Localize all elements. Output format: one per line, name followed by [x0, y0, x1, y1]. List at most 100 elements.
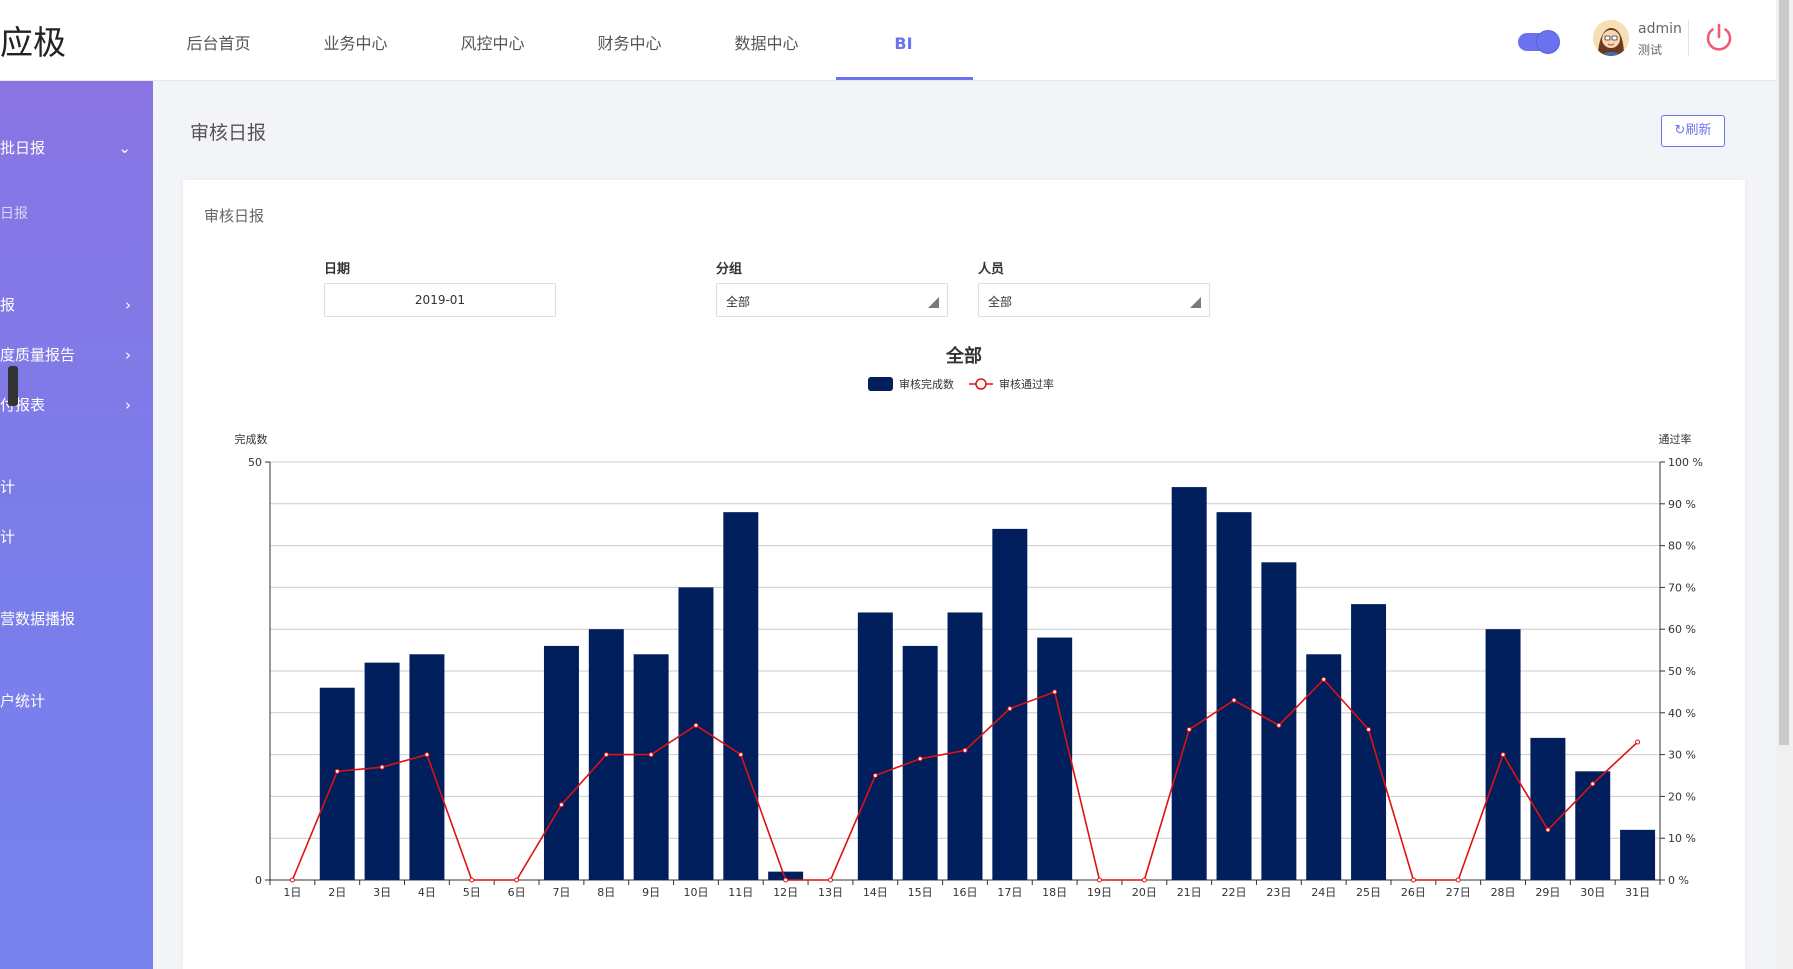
legend-bar-swatch	[868, 377, 893, 391]
bar-completed	[1261, 562, 1297, 880]
sidebar-item-label: 报	[0, 296, 16, 314]
point-pass-rate	[648, 752, 654, 758]
app-logo[interactable]: 应极	[0, 23, 66, 62]
bar-completed	[319, 687, 355, 880]
person-select[interactable]: 全部	[978, 283, 1210, 317]
chevron-right-icon: ›	[125, 346, 131, 364]
page-scrollbar[interactable]	[1776, 0, 1793, 969]
legend-line-marker	[975, 378, 987, 390]
theme-toggle[interactable]	[1518, 30, 1560, 54]
y2-tick-label: 30 %	[1668, 749, 1696, 762]
sidebar-item-payment-report[interactable]: 付报表 ›	[0, 390, 153, 420]
sidebar-item-stats-2[interactable]: 计	[0, 528, 16, 546]
bar-completed	[768, 871, 804, 880]
point-pass-rate	[1321, 676, 1327, 682]
point-pass-rate	[603, 752, 609, 758]
report-card: 审核日报 日期 2019-01 分组 全部 人员 全部 全部 审核完成数 审核通过率…	[183, 180, 1745, 969]
dropdown-arrow-icon	[928, 297, 939, 308]
avatar-image	[1593, 20, 1629, 56]
x-tick-label: 7日	[552, 886, 570, 899]
sidebar-item-quality-report[interactable]: 度质量报告 ›	[0, 340, 153, 370]
y2-tick-label: 10 %	[1668, 832, 1696, 845]
x-tick-label: 11日	[728, 886, 753, 899]
point-pass-rate	[469, 877, 475, 883]
sidebar: 批日报 ⌄ 日报 报 › 度质量报告 › 付报表 › 计 计 营数据播报 户统计	[0, 81, 153, 969]
point-pass-rate	[1231, 697, 1237, 703]
nav-risk-center[interactable]: 风控中心	[460, 34, 525, 53]
x-tick-label: 8日	[597, 886, 615, 899]
x-tick-label: 31日	[1625, 886, 1650, 899]
scrollbar-thumb[interactable]	[1779, 0, 1789, 745]
user-name[interactable]: admin	[1638, 21, 1682, 37]
point-pass-rate	[738, 752, 744, 758]
sidebar-item-report[interactable]: 报 ›	[0, 290, 153, 320]
point-pass-rate	[558, 802, 564, 808]
y2-tick-label: 100 %	[1668, 456, 1703, 469]
bar-completed	[1620, 829, 1656, 880]
y2-tick-label: 80 %	[1668, 540, 1696, 553]
point-pass-rate	[1500, 752, 1506, 758]
nav-finance-center[interactable]: 财务中心	[597, 34, 662, 53]
x-tick-label: 23日	[1266, 886, 1291, 899]
point-pass-rate	[1097, 877, 1103, 883]
bar-completed	[723, 512, 759, 880]
sidebar-item-label: 付报表	[0, 396, 46, 414]
refresh-button[interactable]: ↻刷新	[1661, 115, 1725, 147]
page-title: 审核日报	[190, 122, 267, 144]
legend-label: 审核完成数	[899, 377, 954, 391]
toggle-knob[interactable]	[1536, 30, 1560, 54]
bar-completed	[1575, 771, 1611, 880]
user-avatar[interactable]	[1593, 20, 1629, 56]
x-tick-label: 19日	[1087, 886, 1112, 899]
y2-tick-label: 90 %	[1668, 498, 1696, 511]
point-pass-rate	[962, 747, 968, 753]
bar-completed	[633, 654, 669, 880]
bar-completed	[947, 612, 983, 880]
point-pass-rate	[693, 722, 699, 728]
date-picker[interactable]: 2019-01	[324, 283, 556, 317]
card-title: 审核日报	[204, 207, 265, 225]
sidebar-item-ops-broadcast[interactable]: 营数据播报	[0, 610, 76, 628]
x-tick-label: 6日	[508, 886, 526, 899]
y2-tick-label: 70 %	[1668, 581, 1696, 594]
nav-data-center[interactable]: 数据中心	[734, 34, 799, 53]
group-select-value: 全部	[726, 295, 751, 309]
refresh-icon: ↻	[1674, 123, 1686, 138]
nav-bi[interactable]: BI	[894, 34, 913, 53]
point-pass-rate	[1186, 727, 1192, 733]
y2-axis-name: 通过率	[1659, 432, 1692, 446]
point-pass-rate	[1366, 727, 1372, 733]
x-tick-label: 4日	[418, 886, 436, 899]
bar-completed	[1037, 637, 1073, 880]
nav-home[interactable]: 后台首页	[186, 34, 251, 53]
y2-tick-label: 50 %	[1668, 665, 1696, 678]
group-select[interactable]: 全部	[716, 283, 948, 317]
refresh-label: 刷新	[1685, 123, 1712, 138]
x-tick-label: 24日	[1311, 886, 1336, 899]
point-pass-rate	[1455, 877, 1461, 883]
sidebar-item-label: 度质量报告	[0, 346, 76, 364]
bar-completed	[1306, 654, 1342, 880]
sidebar-subitem-daily[interactable]: 日报	[0, 206, 28, 222]
point-pass-rate	[514, 877, 520, 883]
person-label: 人员	[978, 262, 1005, 277]
x-tick-label: 21日	[1177, 886, 1202, 899]
y-tick-label: 50	[248, 456, 262, 469]
point-pass-rate	[1545, 827, 1551, 833]
sidebar-item-stats-1[interactable]: 计	[0, 478, 16, 496]
x-tick-label: 29日	[1535, 886, 1560, 899]
date-label: 日期	[324, 262, 351, 277]
sidebar-item-review-daily[interactable]: 批日报 ⌄	[0, 133, 153, 163]
y-tick-label: 0	[255, 874, 262, 887]
y2-tick-label: 60 %	[1668, 623, 1696, 636]
point-pass-rate	[1052, 689, 1058, 695]
bar-completed	[364, 662, 400, 880]
nav-business-center[interactable]: 业务中心	[323, 34, 388, 53]
point-pass-rate	[1141, 877, 1147, 883]
sidebar-item-user-stats[interactable]: 户统计	[0, 692, 46, 710]
chevron-right-icon: ›	[125, 396, 131, 414]
scroll-grip-handle[interactable]	[8, 366, 18, 406]
x-tick-label: 5日	[463, 886, 481, 899]
power-icon[interactable]	[1702, 20, 1736, 54]
